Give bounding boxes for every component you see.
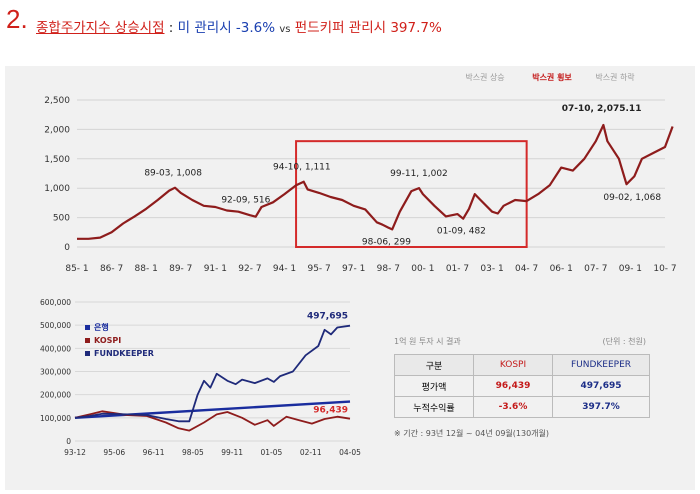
x-tick-label: 92- 7 bbox=[238, 264, 261, 274]
x-tick-label: 10- 7 bbox=[653, 264, 676, 274]
header-category: 구분 bbox=[394, 354, 474, 376]
x-tick-label: 95-06 bbox=[103, 448, 125, 457]
data-label: 96,439 bbox=[313, 406, 348, 416]
data-label: 01-09, 482 bbox=[437, 227, 486, 237]
x-tick-label: 86- 7 bbox=[100, 264, 123, 274]
x-tick-label: 85- 1 bbox=[65, 264, 88, 274]
y-tick-label: 1,000 bbox=[44, 184, 70, 194]
x-tick-label: 99-11 bbox=[221, 448, 243, 457]
x-tick-label: 06- 1 bbox=[550, 264, 573, 274]
heading-vs: vs bbox=[279, 24, 291, 35]
header-kospi: KOSPI bbox=[473, 354, 553, 376]
table-row: 평가액 96,439 497,695 bbox=[394, 375, 650, 397]
data-label: 98-06, 299 bbox=[362, 237, 411, 247]
fundkeeper-line bbox=[74, 324, 351, 423]
legend-label: 은행 bbox=[94, 322, 109, 332]
heading-separator: : bbox=[164, 20, 178, 36]
result-header-row: 구분 KOSPI FUNDKEEPER bbox=[394, 354, 650, 376]
x-tick-label: 04-05 bbox=[339, 448, 361, 457]
data-label: 07-10, 2,075.11 bbox=[562, 104, 642, 114]
row-label: 평가액 bbox=[394, 375, 474, 397]
data-label: 94-10, 1,111 bbox=[273, 163, 331, 173]
y-tick-label: 500 bbox=[53, 214, 70, 224]
highlight-box bbox=[295, 140, 528, 248]
data-label: 09-02, 1,068 bbox=[603, 193, 661, 203]
y-tick-label: 400,000 bbox=[40, 344, 71, 353]
x-tick-label: 01- 7 bbox=[446, 264, 469, 274]
data-label: 89-03, 1,008 bbox=[144, 169, 202, 179]
heading-text: 종합주가지수 상승시점 : 미 관리시 -3.6% vs 펀드키퍼 관리시 39… bbox=[36, 16, 442, 36]
kospi-value: 96,439 bbox=[473, 375, 553, 397]
fundkeeper-return: 397.7% bbox=[552, 396, 650, 418]
kospi-history-chart: 박스권 상승 박스권 횡보 박스권 하락 0 500 1,000 1,500 2,000 2,5… bbox=[44, 72, 676, 274]
x-tick-label: 88- 1 bbox=[135, 264, 158, 274]
result-unit: (단위 : 천원) bbox=[602, 337, 646, 346]
x-tick-label: 97- 1 bbox=[342, 264, 365, 274]
kospi-line bbox=[77, 123, 674, 240]
legend-swatch bbox=[85, 351, 90, 356]
result-note: 1억 원 투자 시 결과 bbox=[394, 337, 461, 346]
y-tick-label: 600,000 bbox=[40, 298, 71, 307]
heading-managed: 펀드키퍼 관리시 397.7% bbox=[290, 20, 442, 36]
x-tick-label: 01-05 bbox=[261, 448, 283, 457]
table-row: 누적수익률 -3.6% 397.7% bbox=[394, 396, 650, 418]
kospi-return: -3.6% bbox=[473, 396, 553, 418]
investment-comparison-chart: 0 100,000 200,000 300,000 400,000 500,000 600,… bbox=[40, 298, 361, 457]
legend-item: 박스권 상승 bbox=[465, 72, 504, 82]
legend-item: 박스권 횡보 bbox=[532, 72, 572, 82]
y-tick-label: 0 bbox=[66, 437, 71, 446]
y-tick-label: 0 bbox=[64, 243, 70, 253]
x-tick-label: 07- 7 bbox=[584, 264, 607, 274]
x-tick-label: 98-05 bbox=[182, 448, 204, 457]
x-tick-label: 89- 7 bbox=[169, 264, 192, 274]
x-tick-label: 04- 7 bbox=[515, 264, 538, 274]
legend-label: FUNDKEEPER bbox=[94, 349, 154, 358]
x-tick-label: 03- 1 bbox=[480, 264, 503, 274]
legend-swatch bbox=[85, 325, 90, 330]
data-label: 92-09, 516 bbox=[221, 196, 270, 206]
data-label: 99-11, 1,002 bbox=[390, 169, 448, 179]
x-tick-label: 02-11 bbox=[300, 448, 322, 457]
x-tick-label: 94- 1 bbox=[273, 264, 296, 274]
y-tick-label: 1,500 bbox=[44, 155, 70, 165]
data-label: 497,695 bbox=[307, 312, 348, 322]
x-tick-label: 91- 1 bbox=[204, 264, 227, 274]
y-tick-label: 2,000 bbox=[44, 125, 70, 135]
bank-line bbox=[74, 400, 351, 419]
x-tick-label: 93-12 bbox=[64, 448, 86, 457]
legend-swatch bbox=[85, 338, 90, 343]
row-label: 누적수익률 bbox=[394, 396, 474, 418]
y-tick-label: 500,000 bbox=[40, 321, 71, 330]
y-tick-label: 2,500 bbox=[44, 96, 70, 106]
legend-label: KOSPI bbox=[94, 336, 121, 345]
result-table: 구분 KOSPI FUNDKEEPER 평가액 96,439 497,695 누… bbox=[394, 354, 650, 418]
x-tick-label: 98- 7 bbox=[377, 264, 400, 274]
y-tick-label: 300,000 bbox=[40, 368, 71, 377]
header-fundkeeper: FUNDKEEPER bbox=[552, 354, 650, 376]
chart-panel: 박스권 상승 박스권 횡보 박스권 하락 0 500 1,000 1,500 2,000 2,5… bbox=[5, 66, 695, 490]
y-tick-label: 200,000 bbox=[40, 391, 71, 400]
x-tick-label: 09- 1 bbox=[619, 264, 642, 274]
y-tick-label: 100,000 bbox=[40, 414, 71, 423]
period-note: ※ 기간 : 93년 12월 ~ 04년 09월(130개월) bbox=[394, 429, 550, 438]
section-number: 2. bbox=[6, 4, 28, 34]
x-tick-label: 96-11 bbox=[143, 448, 165, 457]
x-tick-label: 95- 7 bbox=[307, 264, 330, 274]
legend-item: 박스권 하락 bbox=[595, 72, 635, 82]
heading-not-managed: 미 관리시 -3.6% bbox=[177, 20, 280, 36]
x-tick-label: 00- 1 bbox=[411, 264, 434, 274]
heading-topic: 종합주가지수 상승시점 bbox=[36, 20, 165, 36]
fundkeeper-value: 497,695 bbox=[552, 375, 650, 397]
